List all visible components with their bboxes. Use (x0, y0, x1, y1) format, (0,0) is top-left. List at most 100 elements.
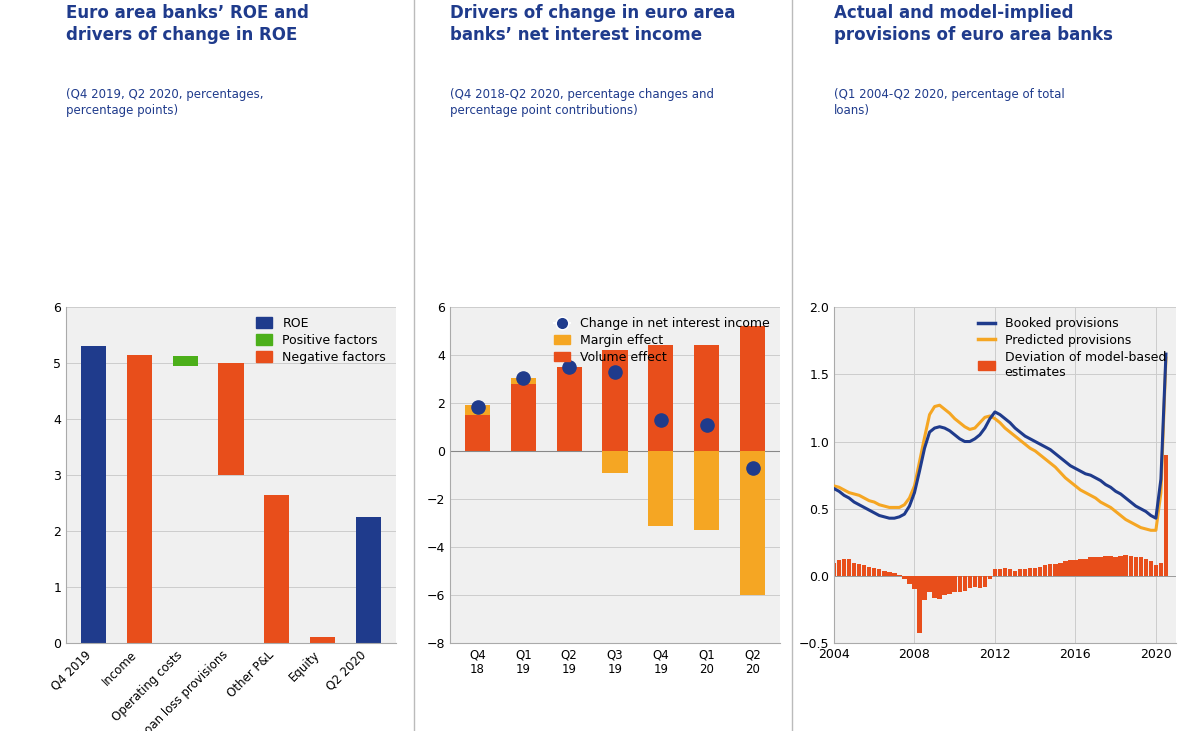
Bar (464, 415, 490, 451)
Bar (992, 569, 997, 576)
Bar (1139, 557, 1144, 576)
Bar (923, 576, 926, 600)
Bar (127, 355, 152, 643)
Bar (1063, 561, 1068, 576)
Bar (942, 576, 947, 595)
Bar (866, 567, 871, 576)
Bar (877, 569, 882, 576)
Bar (1144, 558, 1148, 576)
Bar (937, 576, 942, 599)
Bar (740, 326, 766, 451)
Bar (1084, 558, 1087, 576)
Legend: ROE, Positive factors, Negative factors: ROE, Positive factors, Negative factors (252, 314, 390, 367)
Bar (1008, 569, 1013, 576)
Bar (852, 563, 857, 576)
Bar (953, 576, 956, 592)
Bar (511, 378, 536, 384)
Bar (1022, 569, 1027, 576)
Bar (912, 576, 917, 589)
Bar (1033, 568, 1037, 576)
Bar (887, 572, 892, 576)
Bar (882, 571, 887, 576)
Bar (1068, 560, 1073, 576)
Bar (557, 367, 582, 451)
Legend: Change in net interest income, Margin effect, Volume effect: Change in net interest income, Margin ef… (551, 314, 774, 367)
Bar (1098, 557, 1103, 576)
Text: (Q4 2018-Q2 2020, percentage changes and
percentage point contributions): (Q4 2018-Q2 2020, percentage changes and… (450, 88, 714, 117)
Bar (973, 576, 977, 587)
Point (652, 414, 671, 425)
Bar (1148, 561, 1153, 576)
Bar (356, 517, 382, 643)
Bar (1109, 556, 1112, 576)
Bar (602, 350, 628, 451)
Bar (1093, 557, 1098, 576)
Bar (740, 451, 766, 595)
Bar (464, 406, 490, 415)
Bar (1003, 568, 1007, 576)
Text: Drivers of change in euro area
banks’ net interest income: Drivers of change in euro area banks’ ne… (450, 4, 736, 44)
Bar (648, 346, 673, 451)
Bar (1043, 565, 1048, 576)
Bar (1128, 556, 1133, 576)
Bar (988, 576, 992, 579)
Bar (80, 346, 106, 643)
Bar (1134, 557, 1138, 576)
Bar (1079, 558, 1082, 576)
Text: Euro area banks’ ROE and
drivers of change in ROE: Euro area banks’ ROE and drivers of chan… (66, 4, 308, 44)
Bar (1048, 564, 1052, 576)
Bar (218, 363, 244, 475)
Bar (967, 576, 972, 588)
Bar (842, 558, 846, 576)
Bar (264, 495, 289, 643)
Text: Actual and model-implied
provisions of euro area banks: Actual and model-implied provisions of e… (834, 4, 1112, 44)
Bar (1153, 565, 1158, 576)
Legend: Booked provisions, Predicted provisions, Deviation of model-based
estimates: Booked provisions, Predicted provisions,… (974, 314, 1170, 382)
Bar (907, 576, 912, 584)
Bar (958, 576, 962, 592)
Bar (602, 451, 628, 473)
Point (606, 366, 625, 378)
Bar (1103, 556, 1108, 576)
Point (468, 401, 487, 412)
Bar (694, 346, 719, 451)
Bar (1159, 563, 1163, 576)
Bar (857, 564, 862, 576)
Bar (898, 575, 901, 576)
Bar (978, 576, 982, 588)
Bar (1118, 556, 1123, 576)
Bar (892, 573, 896, 576)
Bar (847, 558, 851, 576)
Point (697, 419, 716, 431)
Bar (694, 451, 719, 531)
Bar (872, 568, 876, 576)
Bar (173, 356, 198, 366)
Bar (1058, 563, 1062, 576)
Bar (1164, 455, 1168, 576)
Bar (511, 384, 536, 451)
Bar (1018, 569, 1022, 576)
Bar (1013, 571, 1018, 576)
Bar (836, 560, 841, 576)
Bar (648, 451, 673, 526)
Bar (928, 576, 931, 592)
Point (514, 372, 533, 384)
Bar (902, 576, 907, 579)
Bar (917, 576, 922, 632)
Bar (832, 563, 836, 576)
Bar (997, 569, 1002, 576)
Bar (1123, 555, 1128, 576)
Text: (Q4 2019, Q2 2020, percentages,
percentage points): (Q4 2019, Q2 2020, percentages, percenta… (66, 88, 264, 117)
Bar (932, 576, 937, 597)
Bar (1038, 567, 1043, 576)
Bar (1028, 568, 1032, 576)
Bar (983, 576, 988, 587)
Bar (948, 576, 952, 594)
Bar (962, 576, 967, 591)
Bar (1073, 560, 1078, 576)
Bar (310, 637, 335, 643)
Point (559, 361, 578, 373)
Bar (1114, 557, 1118, 576)
Bar (1088, 557, 1093, 576)
Text: (Q1 2004-Q2 2020, percentage of total
loans): (Q1 2004-Q2 2020, percentage of total lo… (834, 88, 1064, 117)
